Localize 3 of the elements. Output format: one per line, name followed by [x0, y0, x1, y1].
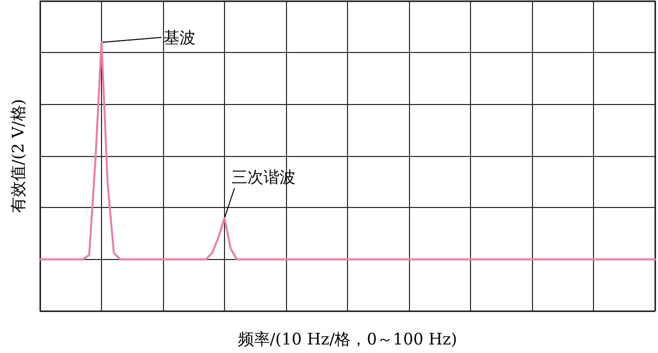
y-axis-title: 有效值/(2 V/格) [8, 98, 28, 214]
annotation: 基波 [164, 28, 196, 47]
x-axis-title: 频率/(10 Hz/格，0～100 Hz) [238, 330, 458, 348]
